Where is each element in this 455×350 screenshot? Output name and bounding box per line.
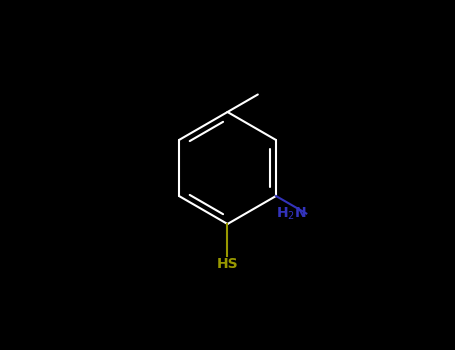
- Text: HS: HS: [217, 257, 238, 271]
- Text: H$_2$N: H$_2$N: [276, 205, 306, 222]
